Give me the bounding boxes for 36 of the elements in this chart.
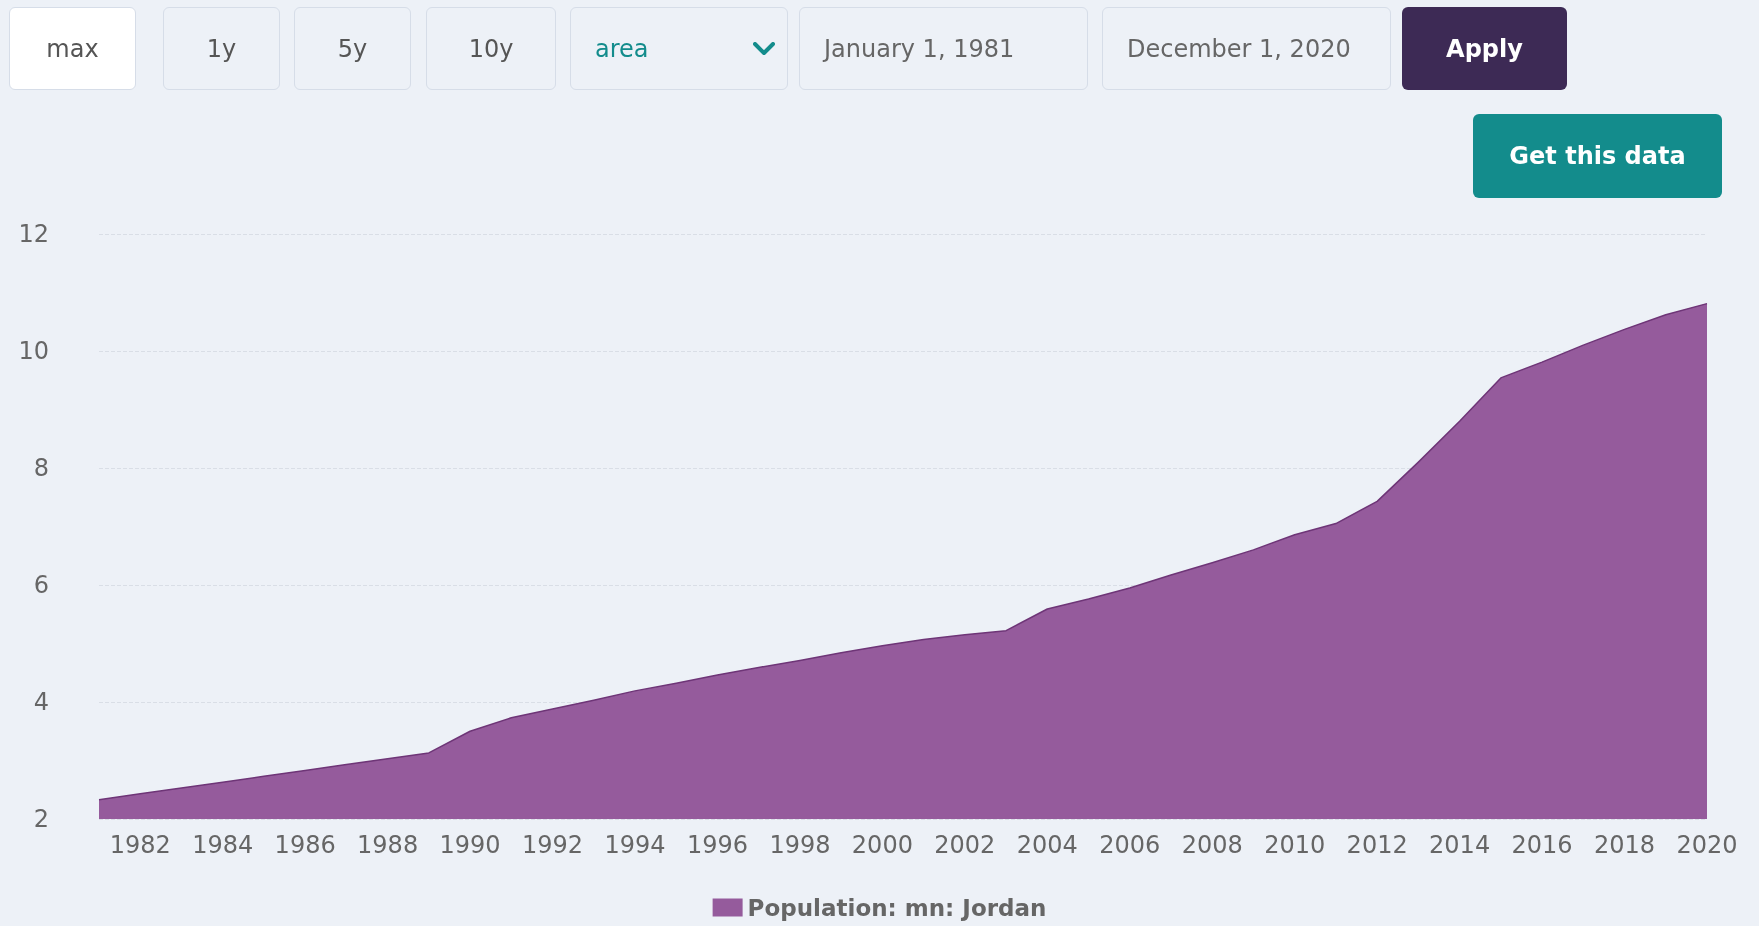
- text: December 1, 2020: [1127, 34, 1351, 63]
- x-tick-label: 2010: [1264, 831, 1326, 859]
- x-tick-label: 1998: [769, 831, 831, 859]
- text: 5y: [337, 34, 368, 63]
- x-tick-label: 2012: [1346, 831, 1408, 859]
- text: max: [46, 34, 99, 63]
- x-tick-label: 2002: [934, 831, 996, 859]
- x-tick-label: 2008: [1181, 831, 1243, 859]
- y-tick-label: 8: [33, 454, 49, 482]
- text: 1y: [206, 34, 237, 63]
- x-tick-label: 1992: [522, 831, 584, 859]
- text: January 1, 1981: [824, 34, 1015, 63]
- y-tick-label: 6: [33, 571, 49, 599]
- x-tick-label: 2018: [1594, 831, 1656, 859]
- text: 10y: [468, 34, 514, 63]
- x-tick-label: 2016: [1511, 831, 1573, 859]
- text: area: [595, 34, 649, 63]
- x-tick-label: 2014: [1429, 831, 1491, 859]
- y-tick-label: 4: [33, 688, 49, 716]
- text: Get this data: [1509, 142, 1686, 170]
- x-tick-label: 1996: [686, 831, 748, 859]
- y-tick-label: 12: [18, 220, 49, 248]
- x-tick-label: 1986: [274, 831, 336, 859]
- x-tick-label: 2006: [1099, 831, 1161, 859]
- y-tick-label: 2: [33, 805, 49, 833]
- x-tick-label: 1988: [357, 831, 419, 859]
- x-tick-label: 2020: [1676, 831, 1738, 859]
- x-tick-label: 1984: [192, 831, 254, 859]
- x-tick-label: 2004: [1016, 831, 1078, 859]
- y-tick-label: 10: [18, 337, 49, 365]
- x-tick-label: 1982: [109, 831, 171, 859]
- x-tick-label: 2000: [851, 831, 913, 859]
- x-tick-label: 1994: [604, 831, 666, 859]
- text: Apply: [1446, 34, 1523, 63]
- x-tick-label: 1990: [439, 831, 501, 859]
- legend-label: Population: mn: Jordan: [747, 894, 1047, 921]
